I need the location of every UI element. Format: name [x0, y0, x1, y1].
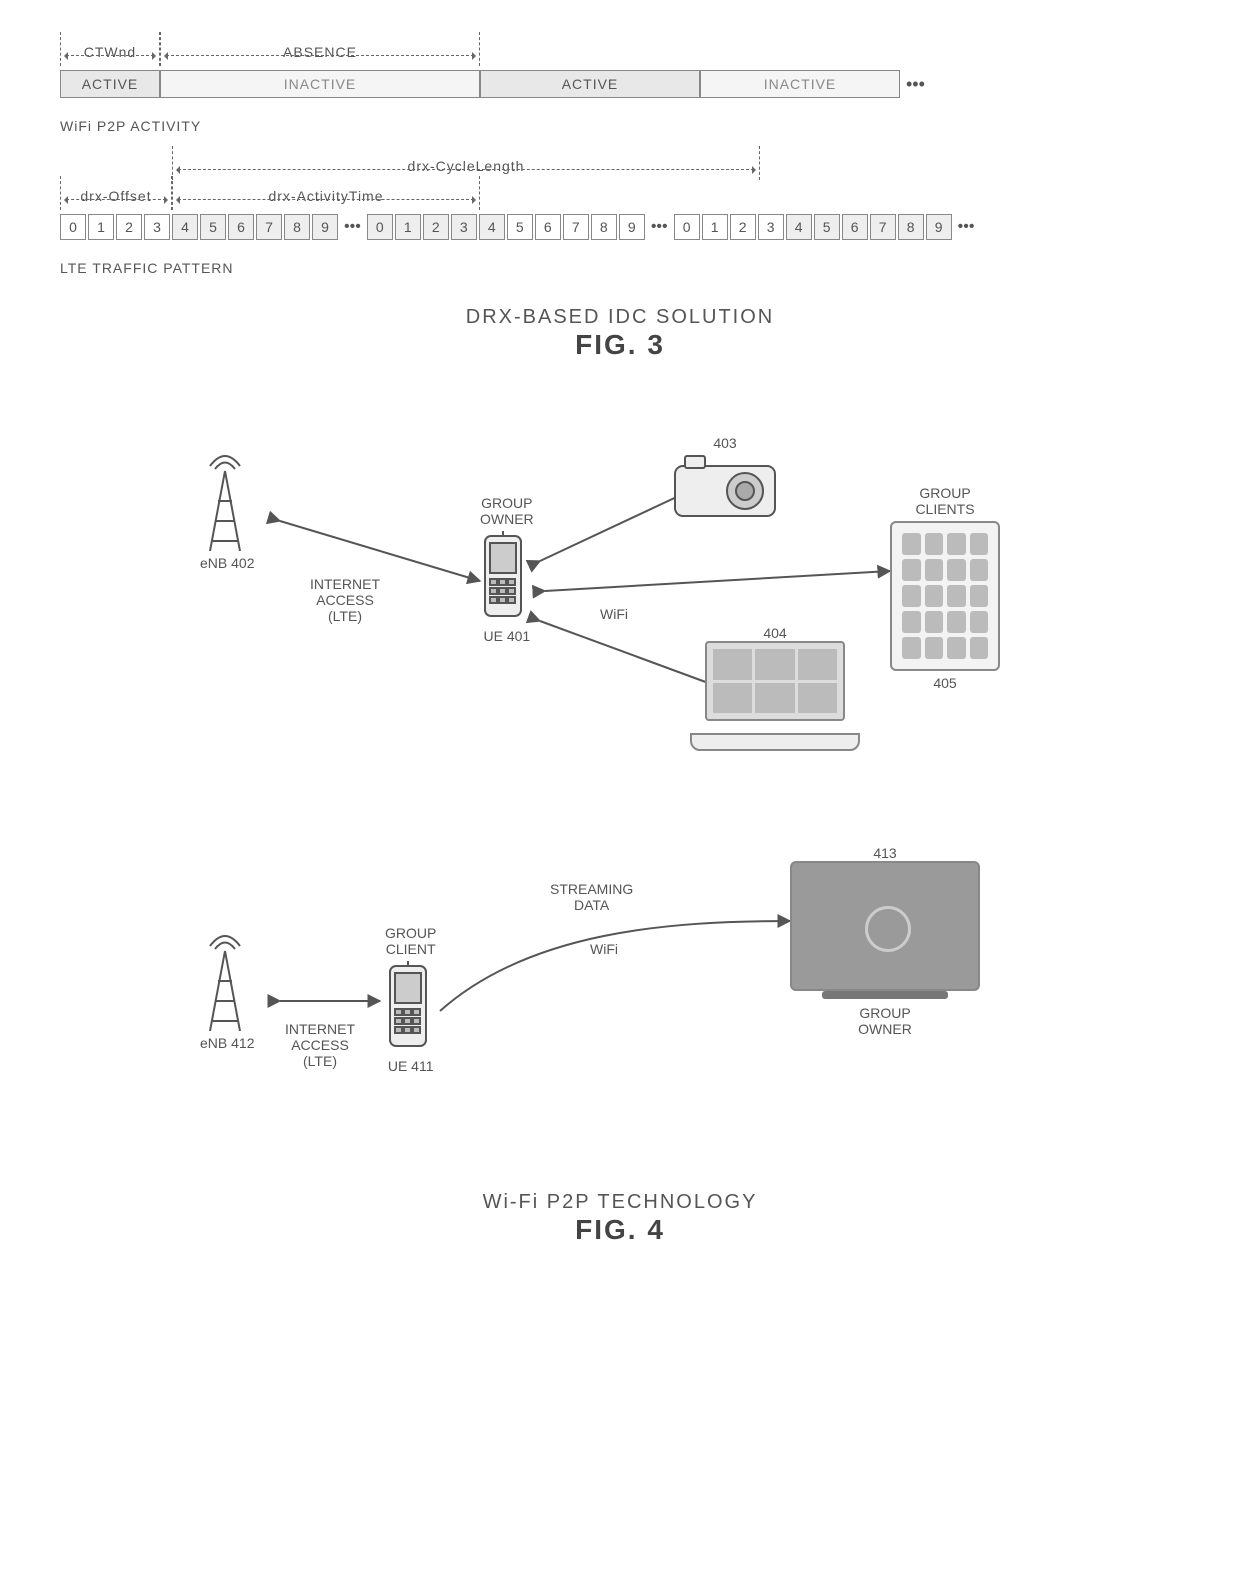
lte-slot: 5	[507, 214, 533, 240]
ue401-label: UE 401	[480, 628, 534, 644]
enb-412: eNB 412	[200, 931, 254, 1051]
figure-4: eNB 402 GROUP OWNER UE 401	[60, 421, 1180, 1246]
tv-413: 413 GROUP OWNER	[790, 841, 980, 1037]
ellipsis-icon: •••	[647, 218, 672, 236]
offset-bracket: drx-Offset	[60, 188, 172, 210]
lte-slot: 3	[758, 214, 784, 240]
absence-bracket: ABSENCE	[160, 44, 480, 66]
laptop-id: 404	[690, 625, 860, 641]
streaming-label: STREAMING DATA	[550, 881, 633, 913]
fig3-title: DRX-BASED IDC SOLUTION	[60, 306, 1180, 329]
internet-access-label-2: INTERNET ACCESS (LTE)	[285, 1021, 355, 1069]
lte-slot: 5	[814, 214, 840, 240]
fig4-label: FIG. 4	[60, 1214, 1180, 1246]
tablet-405: GROUP CLIENTS 405	[890, 481, 1000, 691]
lte-slot: 7	[563, 214, 589, 240]
enb412-label: eNB 412	[200, 1035, 254, 1051]
fig3-title-block: DRX-BASED IDC SOLUTION FIG. 3	[60, 306, 1180, 361]
lte-slot: 6	[842, 214, 868, 240]
enb-402: eNB 402	[200, 451, 254, 571]
internet-access-label-1: INTERNET ACCESS (LTE)	[310, 576, 380, 624]
lte-slot: 4	[786, 214, 812, 240]
wifi-seg-inactive: INACTIVE	[700, 70, 900, 98]
ellipsis-icon: •••	[954, 218, 979, 236]
fig4-title-block: Wi-Fi P2P TECHNOLOGY FIG. 4	[60, 1191, 1180, 1246]
lte-area: drx-CycleLength drx-Offset drx-ActivityT…	[60, 214, 1180, 240]
lte-slot: 2	[730, 214, 756, 240]
lte-slot: 8	[591, 214, 617, 240]
tower-icon	[200, 931, 250, 1031]
lte-slot: 8	[284, 214, 310, 240]
group-owner-label-2: GROUP OWNER	[790, 1005, 980, 1037]
wifi-seg-inactive: INACTIVE	[160, 70, 480, 98]
lte-slot: 3	[144, 214, 170, 240]
fig4-stage: eNB 402 GROUP OWNER UE 401	[170, 421, 1070, 1161]
activity-label: drx-ActivityTime	[172, 188, 480, 204]
laptop-404: 404	[690, 621, 860, 751]
ellipsis-icon: •••	[340, 218, 365, 236]
lte-slot: 6	[535, 214, 561, 240]
ue-411: GROUP CLIENT UE 411	[385, 921, 436, 1074]
group-clients-label: GROUP CLIENTS	[890, 485, 1000, 517]
lte-slot: 8	[898, 214, 924, 240]
camera-icon	[670, 451, 780, 521]
wifi-sub-label: WiFi P2P ACTIVITY	[60, 118, 1180, 134]
lte-slot: 9	[926, 214, 952, 240]
phone-icon	[480, 531, 526, 624]
activity-bracket: drx-ActivityTime	[172, 188, 480, 210]
figure-3: CTWnd ABSENCE ACTIVE INACTIVE ACTIVE INA…	[60, 70, 1180, 361]
cycle-bracket: drx-CycleLength	[172, 158, 760, 180]
lte-slot: 7	[256, 214, 282, 240]
offset-label: drx-Offset	[60, 188, 172, 204]
wifi-seg-active: ACTIVE	[480, 70, 700, 98]
group-owner-label: GROUP OWNER	[480, 495, 534, 527]
wifi-label-2: WiFi	[590, 941, 618, 957]
ctwnd-label: CTWnd	[60, 44, 160, 60]
laptop-icon	[690, 641, 860, 751]
phone-icon	[385, 961, 431, 1054]
tower-icon	[200, 451, 250, 551]
tv-icon	[790, 861, 980, 991]
lte-slot: 2	[116, 214, 142, 240]
lte-slot: 2	[423, 214, 449, 240]
ellipsis-icon: •••	[900, 70, 931, 98]
lte-slot: 7	[870, 214, 896, 240]
ue-401: GROUP OWNER UE 401	[480, 491, 534, 644]
lte-slot: 3	[451, 214, 477, 240]
lte-slot-row: 0123456789•••0123456789•••0123456789•••	[60, 214, 1180, 240]
lte-slot: 9	[312, 214, 338, 240]
tablet-id: 405	[890, 675, 1000, 691]
lte-sub-label: LTE TRAFFIC PATTERN	[60, 260, 1180, 276]
group-client-label: GROUP CLIENT	[385, 925, 436, 957]
lte-slot: 9	[619, 214, 645, 240]
ue411-label: UE 411	[385, 1058, 436, 1074]
lte-slot: 4	[479, 214, 505, 240]
wifi-activity-row: ACTIVE INACTIVE ACTIVE INACTIVE •••	[60, 70, 1180, 98]
lte-slot: 1	[702, 214, 728, 240]
enb402-label: eNB 402	[200, 555, 254, 571]
camera-403: 403	[670, 431, 780, 521]
fig3-label: FIG. 3	[60, 329, 1180, 361]
lte-slot: 6	[228, 214, 254, 240]
tv-id: 413	[790, 845, 980, 861]
fig4-title: Wi-Fi P2P TECHNOLOGY	[60, 1191, 1180, 1214]
tablet-icon	[890, 521, 1000, 671]
lte-slot: 5	[200, 214, 226, 240]
lte-slot: 4	[172, 214, 198, 240]
ctwnd-bracket: CTWnd	[60, 44, 160, 66]
lte-slot: 0	[367, 214, 393, 240]
wifi-label-1: WiFi	[600, 606, 628, 622]
lte-slot: 0	[674, 214, 700, 240]
absence-label: ABSENCE	[160, 44, 480, 60]
cycle-label: drx-CycleLength	[172, 158, 760, 174]
lte-slot: 0	[60, 214, 86, 240]
lte-slot: 1	[88, 214, 114, 240]
wifi-seg-active: ACTIVE	[60, 70, 160, 98]
cam-id: 403	[670, 435, 780, 451]
lte-slot: 1	[395, 214, 421, 240]
